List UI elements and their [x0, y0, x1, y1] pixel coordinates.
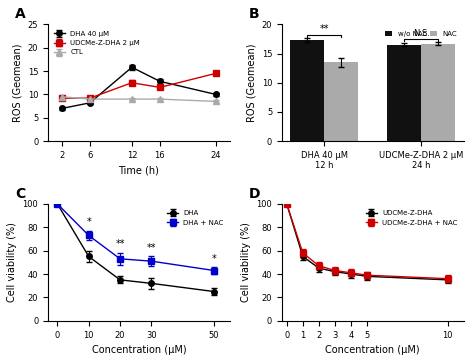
Text: *: *: [212, 253, 217, 264]
Text: C: C: [15, 187, 26, 201]
Bar: [421, 43, 456, 141]
Y-axis label: ROS (Geomean): ROS (Geomean): [246, 43, 256, 122]
Legend: UDCMe-Z-DHA, UDCMe-Z-DHA + NAC: UDCMe-Z-DHA, UDCMe-Z-DHA + NAC: [364, 207, 460, 228]
X-axis label: Concentration (μM): Concentration (μM): [326, 345, 420, 355]
Bar: [387, 45, 421, 141]
Bar: [324, 62, 358, 141]
Text: A: A: [15, 8, 26, 21]
Legend: DHA, DHA + NAC: DHA, DHA + NAC: [164, 207, 226, 228]
Text: B: B: [249, 8, 260, 21]
Text: D: D: [249, 187, 261, 201]
Legend: w/o NAC, NAC: w/o NAC, NAC: [383, 28, 460, 39]
Y-axis label: Cell viability (%): Cell viability (%): [7, 222, 17, 302]
Legend: DHA 40 μM, UDCMe-Z-DHA 2 μM, CTL: DHA 40 μM, UDCMe-Z-DHA 2 μM, CTL: [52, 28, 143, 58]
Text: *: *: [86, 217, 91, 227]
Text: **: **: [115, 240, 125, 249]
X-axis label: Concentration (μM): Concentration (μM): [91, 345, 186, 355]
Y-axis label: Cell viability (%): Cell viability (%): [241, 222, 251, 302]
Text: N.S.: N.S.: [413, 29, 430, 38]
X-axis label: Time (h): Time (h): [118, 165, 159, 176]
Text: **: **: [319, 24, 329, 34]
Y-axis label: ROS (Geomean): ROS (Geomean): [12, 43, 22, 122]
Bar: [290, 40, 324, 141]
Text: **: **: [146, 243, 156, 253]
